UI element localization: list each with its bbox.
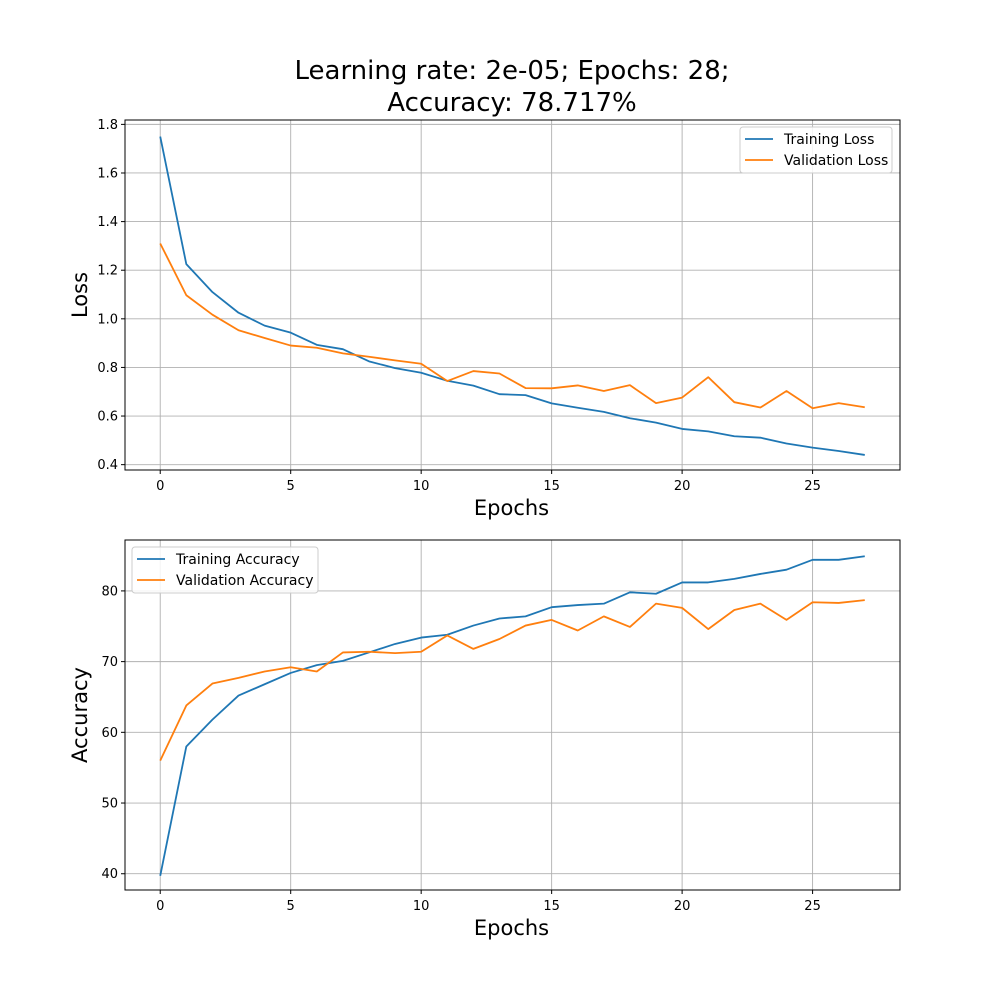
y-axis-label: Accuracy xyxy=(68,667,92,763)
y-tick-label: 0.4 xyxy=(97,458,118,473)
y-tick-label: 50 xyxy=(101,797,118,812)
x-tick-label: 5 xyxy=(287,899,295,914)
x-tick-label: 10 xyxy=(413,899,430,914)
x-tick-label: 10 xyxy=(413,479,430,494)
legend-label: Training Loss xyxy=(783,132,874,148)
x-axis-label: Epochs xyxy=(474,496,549,520)
x-tick-label: 15 xyxy=(543,479,560,494)
y-tick-label: 1.8 xyxy=(97,118,118,133)
x-tick-label: 0 xyxy=(156,479,164,494)
legend-label: Validation Accuracy xyxy=(176,573,314,589)
figure-title-line-1: Learning rate: 2e-05; Epochs: 28; xyxy=(294,56,729,86)
y-tick-label: 80 xyxy=(101,584,118,599)
loss-chart-panel: 0 5 10 15 20 25 0.4 0.6 0.8 1.0 1.2 1.4 1.6 1.8 Epochs… xyxy=(68,118,901,520)
x-axis-label: Epochs xyxy=(474,916,549,940)
legend-box xyxy=(131,546,319,594)
series-line-validation-accuracy xyxy=(159,599,865,761)
y-axis-label: Loss xyxy=(68,272,92,318)
series-line-training-accuracy xyxy=(159,555,865,877)
x-tick-label: 20 xyxy=(674,479,691,494)
x-tick-label: 25 xyxy=(804,899,821,914)
y-tick-label: 1.6 xyxy=(97,166,118,181)
x-tick-label: 20 xyxy=(674,899,691,914)
x-tick-label: 5 xyxy=(287,479,295,494)
y-tick-label: 1.4 xyxy=(97,215,118,230)
legend-box xyxy=(739,126,893,174)
y-tick-label: 0.6 xyxy=(97,410,118,425)
y-tick-label: 40 xyxy=(101,867,118,882)
x-tick-label: 0 xyxy=(156,899,164,914)
axes-frame xyxy=(124,539,901,891)
legend-label: Validation Loss xyxy=(784,153,888,169)
y-tick-label: 60 xyxy=(101,726,118,741)
series-line-training-loss xyxy=(159,136,865,456)
x-tick-label: 15 xyxy=(543,899,560,914)
y-tick-label: 70 xyxy=(101,655,118,670)
y-tick-label: 0.8 xyxy=(97,361,118,376)
y-tick-label: 1.2 xyxy=(97,264,118,279)
series-line-validation-loss xyxy=(159,243,865,410)
axes-frame xyxy=(124,119,901,471)
x-tick-label: 25 xyxy=(804,479,821,494)
figure-title-line-2: Accuracy: 78.717% xyxy=(387,88,637,118)
y-tick-label: 1.0 xyxy=(97,312,118,327)
accuracy-chart-panel: 0 5 10 15 20 25 40 50 60 70 80 Epochs Accuracy Traini… xyxy=(68,539,901,940)
legend-label: Training Accuracy xyxy=(175,552,300,568)
